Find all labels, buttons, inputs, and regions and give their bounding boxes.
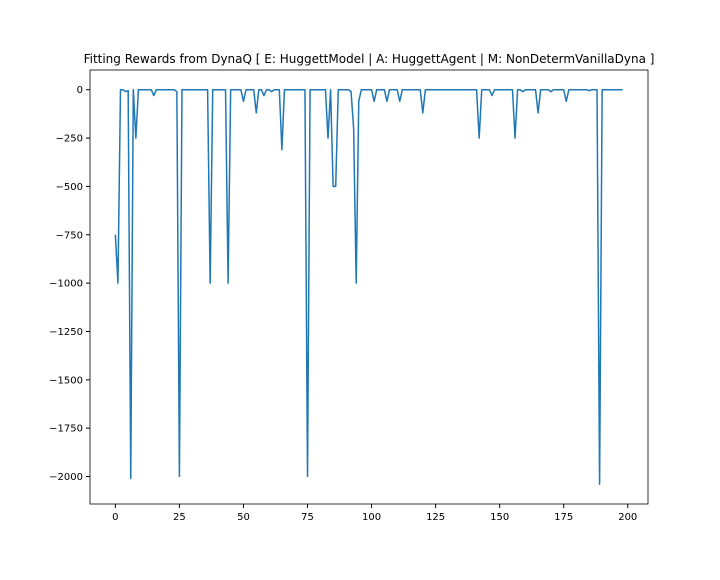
- x-tick-label: 50: [237, 512, 250, 523]
- y-tick-label: −500: [56, 182, 83, 193]
- y-tick-label: −750: [56, 230, 83, 241]
- y-tick-label: −1500: [49, 375, 83, 386]
- y-tick-label: −2000: [49, 472, 83, 483]
- x-tick-label: 125: [426, 512, 445, 523]
- x-tick-label: 150: [490, 512, 509, 523]
- y-tick-label: −1750: [49, 424, 83, 435]
- x-tick-label: 175: [554, 512, 573, 523]
- x-tick-label: 75: [301, 512, 314, 523]
- x-tick-label: 0: [112, 512, 118, 523]
- y-tick-label: 0: [77, 85, 83, 96]
- data-line: [114, 88, 623, 486]
- y-tick-label: −250: [56, 134, 83, 145]
- y-tick-label: −1000: [49, 279, 83, 290]
- chart-title: Fitting Rewards from DynaQ [ E: HuggettM…: [84, 52, 655, 66]
- y-tick-label: −1250: [49, 327, 83, 338]
- x-tick-label: 25: [173, 512, 186, 523]
- plot-frame: [89, 69, 649, 505]
- x-tick-label: 100: [362, 512, 381, 523]
- x-tick-label: 200: [618, 512, 637, 523]
